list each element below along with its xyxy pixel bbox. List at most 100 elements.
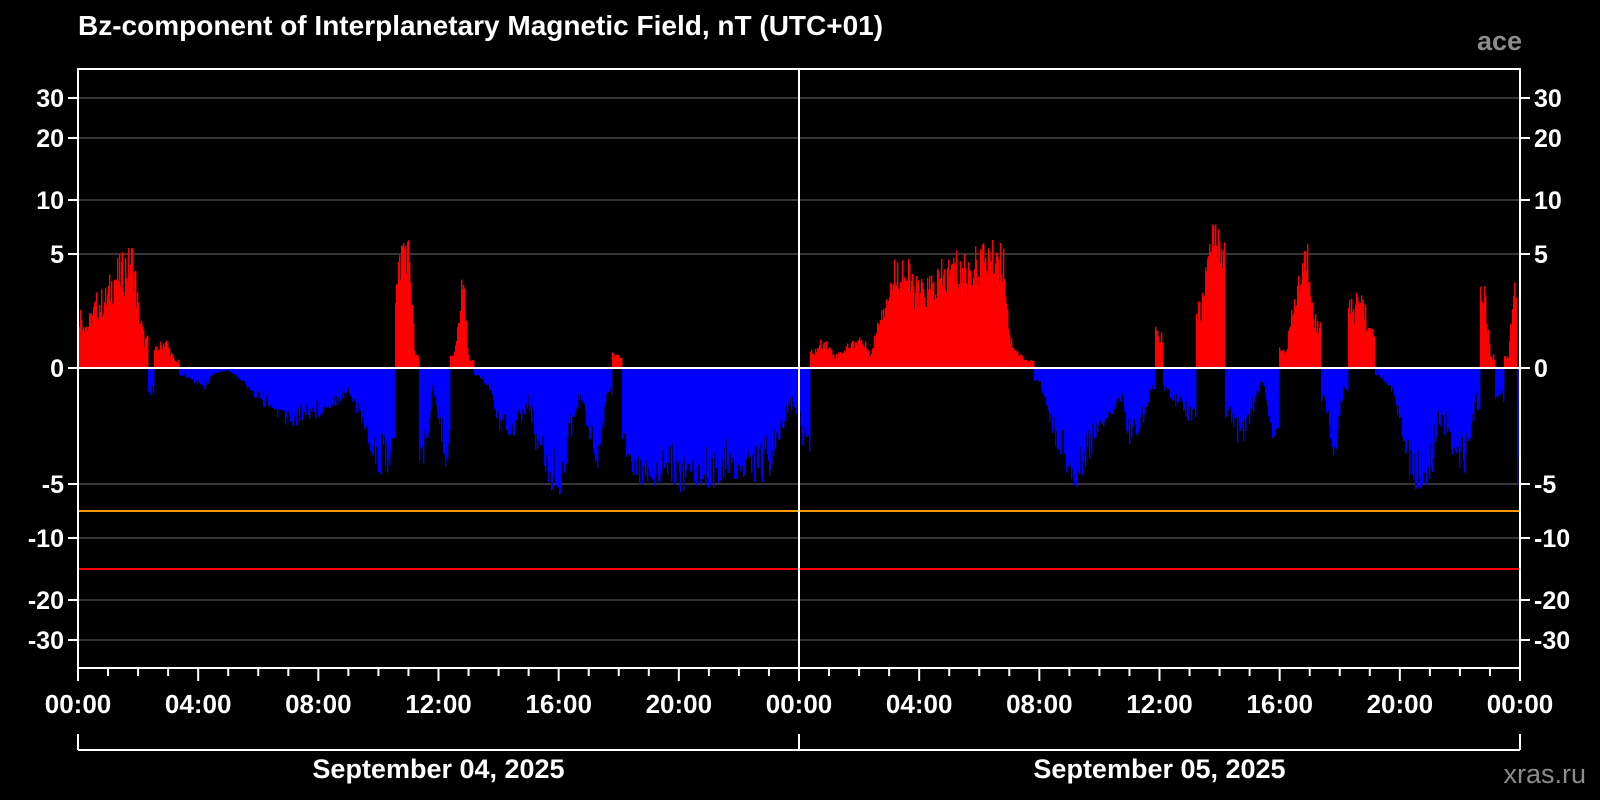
bz-bar	[267, 368, 269, 399]
bz-bar	[334, 368, 336, 397]
bz-bar	[1096, 368, 1098, 423]
bz-bar	[1390, 368, 1392, 386]
bz-bar	[1391, 368, 1393, 392]
bz-bar	[768, 368, 770, 461]
bz-bar	[177, 361, 179, 368]
bz-bar	[448, 368, 450, 445]
bz-bar	[512, 368, 514, 424]
bz-bar	[453, 355, 455, 368]
bz-bar	[1475, 368, 1477, 396]
bz-bar	[1020, 354, 1022, 368]
bz-bar	[358, 368, 360, 403]
x-tick-label: 00:00	[1487, 689, 1554, 719]
bz-bar	[909, 263, 911, 368]
bz-bar	[1279, 347, 1281, 368]
bz-bar	[1251, 368, 1253, 410]
bz-bar	[260, 368, 262, 399]
bz-bar	[736, 368, 738, 480]
bz-bar	[873, 347, 875, 368]
bz-bar	[1228, 368, 1230, 410]
bz-bar	[1512, 309, 1514, 368]
bz-bar	[843, 352, 845, 368]
bz-bar	[1182, 368, 1184, 402]
bz-bar	[283, 368, 285, 409]
bz-bar	[1247, 368, 1249, 411]
bz-bar	[566, 368, 568, 465]
bz-bar	[1514, 282, 1516, 368]
y-tick-label-left: -5	[42, 471, 64, 499]
bz-bar	[1476, 368, 1478, 394]
bz-bar	[901, 286, 903, 368]
bz-bar	[1258, 368, 1260, 393]
bz-bar	[349, 368, 351, 394]
bz-bar	[1234, 368, 1236, 418]
bz-bar	[604, 368, 606, 406]
bz-bar	[1215, 224, 1217, 368]
bz-bar	[544, 368, 546, 466]
bz-bar	[679, 368, 681, 474]
bz-bar	[1387, 368, 1389, 385]
bz-bar	[1334, 368, 1336, 448]
bz-bar	[1366, 330, 1368, 368]
bz-bar	[638, 368, 640, 457]
bz-bar	[1259, 368, 1261, 386]
bz-bar	[1379, 368, 1381, 375]
bz-bar	[1377, 368, 1379, 374]
bz-bar	[201, 368, 203, 382]
bz-bar	[1484, 286, 1486, 368]
bz-bar	[1455, 368, 1457, 451]
bz-bar	[1383, 368, 1385, 380]
bz-bar	[563, 368, 565, 442]
bz-bar	[630, 368, 632, 455]
bz-bar	[1056, 368, 1058, 432]
bz-bar	[913, 285, 915, 368]
bz-bar	[1292, 316, 1294, 368]
bz-bar	[1269, 368, 1271, 411]
bz-bar	[416, 354, 418, 368]
bz-bar	[1416, 368, 1418, 488]
bz-bar	[862, 343, 864, 368]
bz-bar	[1454, 368, 1456, 448]
bz-bar	[1516, 297, 1518, 368]
bz-bar	[600, 368, 602, 444]
bz-bar	[538, 368, 540, 441]
bz-bar	[1116, 368, 1118, 402]
bz-bar	[219, 368, 221, 372]
bz-bar	[82, 329, 84, 368]
bz-bar	[879, 326, 881, 368]
bz-bar	[189, 368, 191, 376]
bz-bar	[712, 368, 714, 458]
bz-bar	[979, 285, 981, 368]
bz-bar	[1415, 368, 1417, 490]
bz-bar	[842, 353, 844, 368]
bz-bar	[1232, 368, 1234, 415]
bz-bar	[401, 245, 403, 368]
bz-bar	[251, 368, 253, 387]
bz-bar	[767, 368, 769, 455]
bz-bar	[228, 368, 230, 371]
bz-bar	[1507, 356, 1509, 368]
bz-bar	[1064, 368, 1066, 454]
bz-bar	[415, 356, 417, 368]
bz-bar	[1015, 350, 1017, 368]
bz-bar	[1191, 368, 1193, 421]
bz-bar	[1014, 350, 1016, 368]
bz-bar	[93, 306, 95, 368]
bz-bar	[905, 280, 907, 368]
bz-bar	[1117, 368, 1119, 394]
bz-bar	[681, 368, 683, 473]
bz-bar	[986, 270, 988, 368]
bz-bar	[515, 368, 517, 420]
bz-bar	[1095, 368, 1097, 438]
bz-bar	[711, 368, 713, 449]
bz-bar	[1438, 368, 1440, 411]
bz-bar	[280, 368, 282, 410]
bz-bar	[883, 309, 885, 368]
bz-bar	[611, 368, 613, 396]
bz-bar	[1433, 368, 1435, 458]
bz-bar	[184, 368, 186, 374]
bz-bar	[650, 368, 652, 477]
bz-bar	[582, 368, 584, 402]
bz-bar	[282, 368, 284, 411]
bz-bar	[499, 368, 501, 430]
